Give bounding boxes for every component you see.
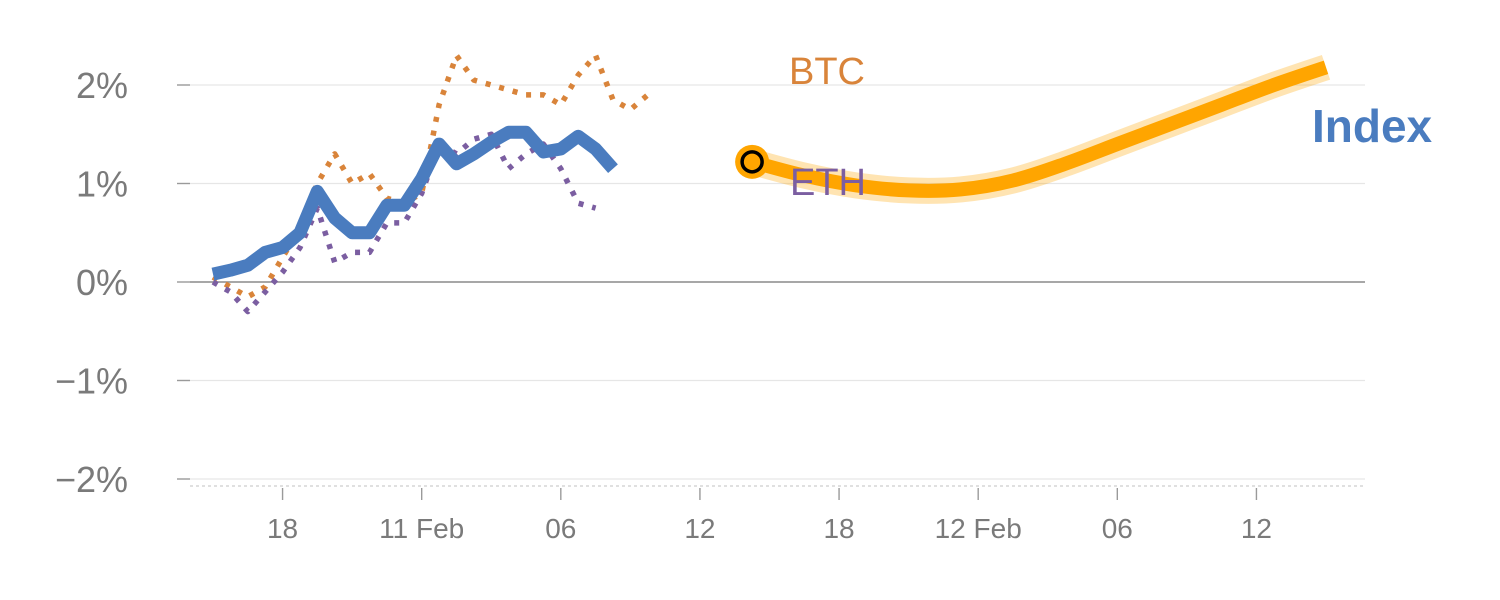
forecast-line	[750, 60, 1329, 198]
series-labels: BTC ETH Index	[789, 51, 1433, 204]
y-tick-label: 0%	[76, 262, 128, 303]
series-line-index	[211, 125, 618, 281]
x-tick-label: 06	[1102, 513, 1133, 544]
gridlines	[190, 84, 1365, 480]
series-label-index: Index	[1312, 100, 1433, 152]
x-tick-label: 12	[1241, 513, 1272, 544]
y-tick-label: 2%	[76, 65, 128, 106]
x-tick-label: 18	[823, 513, 854, 544]
x-axis: 18 11 Feb 06 12 18 12 Feb 06 12	[190, 485, 1365, 544]
series-line-btc	[211, 52, 650, 300]
y-axis: 2% 1% 0% −1% −2%	[55, 65, 190, 500]
series-layer	[211, 52, 1331, 315]
series-label-eth: ETH	[790, 162, 866, 204]
y-tick-label: −2%	[55, 459, 128, 500]
x-tick-label: 11 Feb	[379, 513, 464, 544]
x-tick-label: 18	[267, 513, 298, 544]
series-line-eth	[211, 131, 597, 315]
forecast-marker-halo	[735, 144, 770, 179]
x-tick-label: 12 Feb	[935, 513, 1022, 544]
series-label-btc: BTC	[789, 51, 865, 93]
x-tick-label: 12	[684, 513, 715, 544]
y-tick-label: 1%	[76, 164, 128, 205]
x-tick-label: 06	[545, 513, 576, 544]
forecast-marker	[740, 150, 764, 174]
y-tick-label: −1%	[55, 361, 128, 402]
